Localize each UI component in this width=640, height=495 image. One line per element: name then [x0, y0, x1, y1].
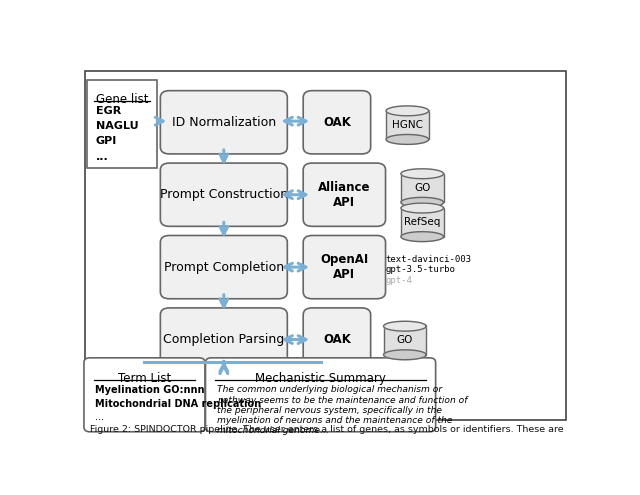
Text: pathway seems to be the maintenance and function of: pathway seems to be the maintenance and … — [218, 396, 468, 404]
Text: OpenAI
API: OpenAI API — [320, 253, 369, 281]
Polygon shape — [401, 203, 444, 213]
Text: the peripheral nervous system, specifically in the: the peripheral nervous system, specifica… — [218, 406, 442, 415]
FancyBboxPatch shape — [161, 236, 287, 299]
Polygon shape — [386, 111, 429, 140]
FancyBboxPatch shape — [303, 91, 371, 154]
FancyBboxPatch shape — [303, 163, 385, 226]
Text: gpt-4: gpt-4 — [385, 276, 412, 285]
Text: Prompt Construction: Prompt Construction — [160, 188, 288, 201]
FancyBboxPatch shape — [161, 163, 287, 226]
Text: Myelination GO:nnn: Myelination GO:nnn — [95, 385, 204, 396]
FancyBboxPatch shape — [161, 308, 287, 371]
Text: Figure 2: SPINDOCTOR pipeline. The user enters a list of genes, as symbols or id: Figure 2: SPINDOCTOR pipeline. The user … — [90, 425, 564, 434]
FancyBboxPatch shape — [205, 358, 436, 432]
FancyBboxPatch shape — [161, 91, 287, 154]
Text: Prompt Completion: Prompt Completion — [164, 261, 284, 274]
Polygon shape — [383, 350, 426, 360]
Text: Completion Parsing: Completion Parsing — [163, 333, 284, 346]
Polygon shape — [386, 106, 429, 116]
Text: mitochondrial genome…: mitochondrial genome… — [218, 427, 330, 436]
Text: RefSeq: RefSeq — [404, 217, 440, 227]
Text: ...: ... — [96, 151, 109, 162]
Text: HGNC: HGNC — [392, 120, 423, 130]
Polygon shape — [401, 208, 444, 237]
Text: gpt-3.5-turbo: gpt-3.5-turbo — [385, 265, 455, 274]
Text: Mitochondrial DNA replication: Mitochondrial DNA replication — [95, 398, 261, 409]
Text: OAK: OAK — [323, 333, 351, 346]
Text: ID Normalization: ID Normalization — [172, 116, 276, 129]
FancyBboxPatch shape — [88, 80, 157, 168]
Text: OAK: OAK — [323, 116, 351, 129]
Text: The common underlying biological mechanism or: The common underlying biological mechani… — [218, 385, 442, 395]
Polygon shape — [383, 321, 426, 331]
Text: EGR: EGR — [96, 106, 121, 116]
Polygon shape — [401, 232, 444, 242]
Text: Alliance
API: Alliance API — [318, 181, 371, 209]
FancyBboxPatch shape — [85, 71, 566, 420]
FancyBboxPatch shape — [303, 236, 385, 299]
Text: GPI: GPI — [96, 137, 117, 147]
Text: ...: ... — [95, 412, 104, 422]
Text: text-davinci-003: text-davinci-003 — [385, 255, 471, 264]
FancyBboxPatch shape — [84, 358, 205, 432]
Polygon shape — [401, 169, 444, 179]
FancyBboxPatch shape — [303, 308, 371, 371]
Polygon shape — [401, 174, 444, 202]
Text: Term List: Term List — [118, 372, 171, 385]
Text: NAGLU: NAGLU — [96, 121, 138, 131]
Text: Mechanistic Summary: Mechanistic Summary — [255, 372, 386, 385]
Text: GO: GO — [414, 183, 431, 193]
Text: myelination of neurons and the maintenance of the: myelination of neurons and the maintenan… — [218, 416, 453, 425]
Text: GO: GO — [397, 336, 413, 346]
Polygon shape — [401, 198, 444, 207]
Text: Gene list: Gene list — [96, 93, 148, 106]
Polygon shape — [386, 135, 429, 145]
Polygon shape — [383, 326, 426, 355]
